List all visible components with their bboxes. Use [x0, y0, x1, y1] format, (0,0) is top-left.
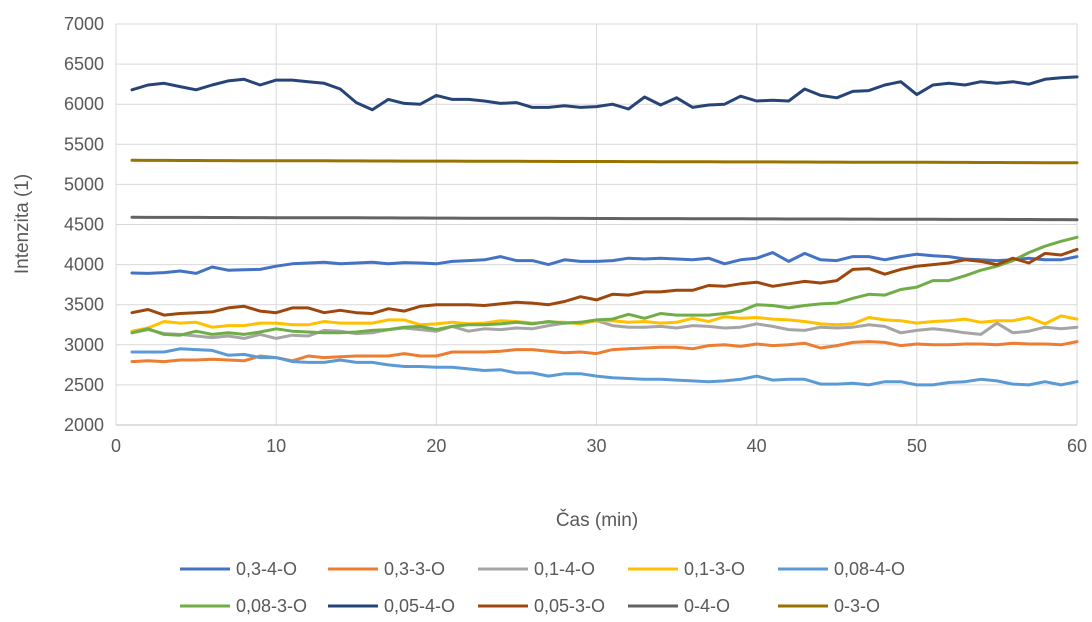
- y-tick-label: 2500: [64, 375, 104, 395]
- y-tick-label: 4500: [64, 215, 104, 235]
- x-tick-label: 10: [266, 436, 286, 456]
- legend-label: 0,05-3-O: [534, 596, 605, 616]
- y-axis-title: Intenzita (1): [12, 174, 33, 274]
- gridlines: [115, 23, 1078, 425]
- x-tick-label: 30: [586, 436, 606, 456]
- legend-label: 0-4-O: [684, 596, 730, 616]
- legend-label: 0,1-3-O: [684, 559, 745, 579]
- legend: 0,3-4-O 0,3-3-O 0,1-4-O 0,1-3-O 0,08-4-O 0,08…: [180, 559, 905, 616]
- y-tick-label: 3000: [64, 335, 104, 355]
- series-line-0,3-4-O: [130, 251, 1079, 275]
- legend-label: 0,3-3-O: [384, 559, 445, 579]
- x-tick-label: 50: [907, 436, 927, 456]
- tick-labels: 2000 2500 3000 3500 4000 4500 5000 5500 6000 6500…: [64, 14, 1087, 456]
- x-tick-label: 20: [426, 436, 446, 456]
- x-tick-label: 40: [747, 436, 767, 456]
- series-line-0,05-4-O: [130, 75, 1079, 112]
- legend-label: 0,08-3-O: [236, 596, 307, 616]
- y-tick-label: 6500: [64, 54, 104, 74]
- legend-label: 0,05-4-O: [384, 596, 455, 616]
- y-tick-label: 7000: [64, 14, 104, 34]
- legend-label: 0,1-4-O: [534, 559, 595, 579]
- y-tick-label: 3500: [64, 295, 104, 315]
- series-line-0,08-3-O: [130, 235, 1079, 337]
- x-tick-label: 60: [1067, 436, 1087, 456]
- data-series: [130, 75, 1079, 387]
- x-axis-title: Čas (min): [556, 509, 638, 531]
- legend-label: 0,08-4-O: [834, 559, 905, 579]
- series-line-0,08-4-O: [130, 347, 1079, 387]
- y-tick-label: 6000: [64, 94, 104, 114]
- y-tick-label: 2000: [64, 415, 104, 435]
- y-tick-label: 4000: [64, 255, 104, 275]
- y-tick-label: 5500: [64, 134, 104, 154]
- y-tick-label: 5000: [64, 174, 104, 194]
- series-line-0-3-O: [130, 158, 1079, 165]
- series-line-0-4-O: [130, 215, 1079, 222]
- legend-label: 0,3-4-O: [236, 559, 297, 579]
- series-line-0,05-3-O: [130, 247, 1079, 317]
- series-line-0,1-4-O: [130, 319, 1079, 340]
- legend-label: 0-3-O: [834, 596, 880, 616]
- x-tick-label: 0: [111, 436, 121, 456]
